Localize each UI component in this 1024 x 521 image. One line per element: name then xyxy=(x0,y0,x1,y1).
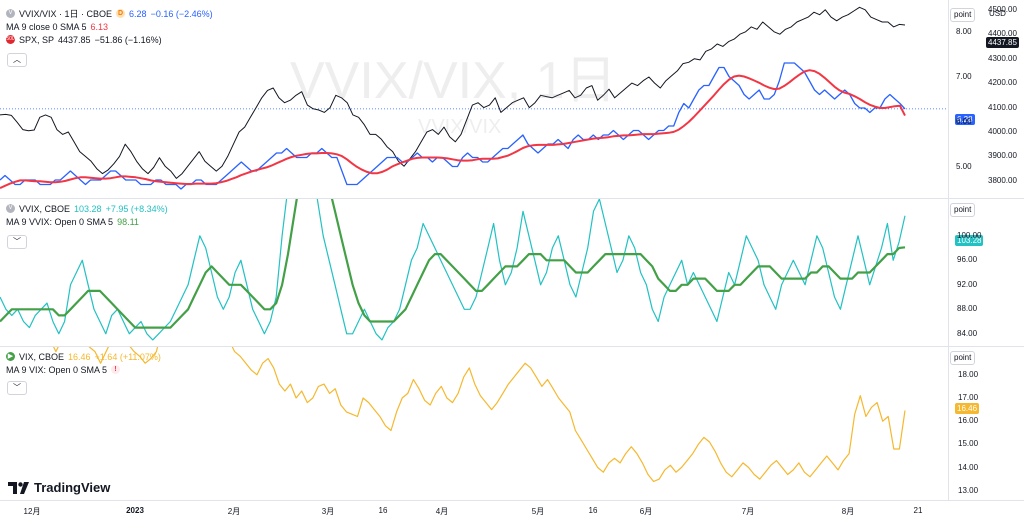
vix-ma-row[interactable]: MA 9 VIX: Open 0 SMA 5 ! xyxy=(6,363,161,376)
collapse-vix-legend-button[interactable]: ﹀ xyxy=(7,381,27,395)
main-series-title[interactable]: VVIX/VIX · 1日 · CBOE xyxy=(19,8,113,19)
vix-ma-label: MA 9 VIX: Open 0 SMA 5 xyxy=(6,364,108,375)
vix-tick-label: 16.00 xyxy=(958,416,979,426)
vvix-price-tag: 103.28 xyxy=(955,235,984,246)
watermark-sub: VVIX/VIX xyxy=(418,116,502,138)
spx-change: −51.86 (−1.16%) xyxy=(94,34,162,45)
alert-icon[interactable]: ! xyxy=(111,365,121,374)
series-line-ma-9-close-0-sma-5[interactable] xyxy=(0,69,906,190)
spx-row[interactable]: 500 SPX, SP 4437.85 −51.86 (−1.16%) xyxy=(6,33,213,46)
time-tick-label: 16 xyxy=(378,506,388,515)
vix-row[interactable]: ▶ VIX, CBOE 16.46 +1.64 (+11.07%) xyxy=(6,350,161,363)
spx-tick-label: 4100.00 xyxy=(988,102,1017,112)
pane-divider-1[interactable] xyxy=(0,198,1024,199)
time-tick-label: 7月 xyxy=(741,507,755,516)
tradingview-logo-icon xyxy=(8,481,29,494)
spx-tick-label: 4400.00 xyxy=(988,29,1017,39)
pane2-point-button[interactable]: point xyxy=(950,203,976,217)
ratio-tick-label: 6.00 xyxy=(956,116,972,126)
vvix-tick-label: 84.00 xyxy=(957,328,978,338)
vvix-symbol-icon: V xyxy=(6,204,15,213)
series-line-vvix-cboe[interactable] xyxy=(0,113,906,341)
currency-button[interactable]: USD xyxy=(989,9,1006,18)
ma-label: MA 9 close 0 SMA 5 xyxy=(6,21,87,32)
vix-tick-label: 13.00 xyxy=(958,485,979,495)
vix-value: 16.46 xyxy=(68,351,91,362)
vvix-change: +7.95 (+8.34%) xyxy=(105,203,168,214)
vvix-row[interactable]: V VVIX, CBOE 103.28 +7.95 (+8.34%) xyxy=(6,202,168,215)
vix-title[interactable]: VIX, CBOE xyxy=(19,351,65,362)
time-tick-label: 6月 xyxy=(639,507,653,516)
spx-tick-label: 4200.00 xyxy=(988,78,1017,88)
spx-tick-label: 3900.00 xyxy=(988,151,1017,161)
time-tick-label: 21 xyxy=(913,506,923,515)
watermark-main: VVIX/VIX, 1日 xyxy=(290,52,617,110)
main-series-value: 6.28 xyxy=(129,8,147,19)
pane1-point-button[interactable]: point xyxy=(950,8,976,22)
spx-label: SPX, SP xyxy=(19,34,55,45)
symbol-icon: V xyxy=(6,9,15,18)
spx-symbol-icon: 500 xyxy=(6,35,15,44)
time-tick-label: 4月 xyxy=(435,507,449,516)
spx-tick-label: 4500.00 xyxy=(988,4,1017,14)
time-tick-label: 5月 xyxy=(531,507,545,516)
collapse-legend-button[interactable]: ︿ xyxy=(7,53,27,67)
ratio-tick-label: 5.00 xyxy=(956,161,972,171)
series-line-vix-cboe[interactable] xyxy=(0,213,906,483)
vix-tick-label: 17.00 xyxy=(958,393,979,402)
vvix-tick-label: 96.00 xyxy=(957,255,978,265)
vvix-title[interactable]: VVIX, CBOE xyxy=(19,203,71,214)
time-tick-label: 12月 xyxy=(23,507,41,516)
vvix-ma-label: MA 9 VVIX: Open 0 SMA 5 xyxy=(6,216,114,227)
time-tick-label: 3月 xyxy=(321,507,335,516)
vix-tick-label: 15.00 xyxy=(958,439,979,449)
time-tick-label: 2023 xyxy=(126,506,144,515)
vvix-tick-label: 88.00 xyxy=(957,304,978,314)
ma-value: 6.13 xyxy=(90,21,109,32)
vvix-tick-label: 92.00 xyxy=(957,279,978,289)
time-tick-label: 2月 xyxy=(227,507,241,516)
delay-badge[interactable]: D xyxy=(116,9,126,18)
tradingview-logo[interactable]: TradingView xyxy=(8,480,110,495)
vvix-ma-value: 98.11 xyxy=(117,216,139,227)
ratio-tick-label: 8.00 xyxy=(956,26,972,36)
vix-price-tag: 16.46 xyxy=(955,403,980,414)
vix-tick-label: 18.00 xyxy=(958,369,979,379)
play-icon[interactable]: ▶ xyxy=(6,352,15,361)
spx-tick-label: 4300.00 xyxy=(988,53,1017,63)
vix-change: +1.64 (+11.07%) xyxy=(94,351,161,362)
spx-tick-label: 3800.00 xyxy=(988,175,1017,185)
time-tick-label: 16 xyxy=(588,506,598,515)
pane3-legend: ▶ VIX, CBOE 16.46 +1.64 (+11.07%) MA 9 V… xyxy=(6,350,161,376)
vvix-value: 103.28 xyxy=(74,203,102,214)
logo-text: TradingView xyxy=(34,480,111,495)
main-series-change: −0.16 (−2.46%) xyxy=(150,8,213,19)
series-line-spx-sp[interactable] xyxy=(0,6,906,179)
vvix-tick-label: 100.00 xyxy=(957,230,982,240)
ratio-tick-label: 7.00 xyxy=(956,71,972,81)
vvix-ma-row[interactable]: MA 9 VVIX: Open 0 SMA 5 98.11 xyxy=(6,215,168,228)
main-series-row[interactable]: V VVIX/VIX · 1日 · CBOE D 6.28 −0.16 (−2.… xyxy=(6,7,213,20)
spx-tick-label: 4000.00 xyxy=(988,127,1017,136)
price-scale-border xyxy=(948,0,949,500)
ma-row[interactable]: MA 9 close 0 SMA 5 6.13 xyxy=(6,20,213,33)
vix-tick-label: 14.00 xyxy=(958,462,979,472)
pane2-legend: V VVIX, CBOE 103.28 +7.95 (+8.34%) MA 9 … xyxy=(6,202,168,228)
ratio-price-tag: 6.28 xyxy=(955,114,975,125)
x-axis-border xyxy=(0,500,1024,501)
pane1-legend: V VVIX/VIX · 1日 · CBOE D 6.28 −0.16 (−2.… xyxy=(6,7,213,46)
spx-value: 4437.85 xyxy=(58,34,91,45)
pane3-point-button[interactable]: point xyxy=(950,351,976,365)
series-line-ma-9-vvix-open-0-sma-5[interactable] xyxy=(0,144,906,329)
collapse-vvix-legend-button[interactable]: ﹀ xyxy=(7,235,27,249)
pane-divider-2[interactable] xyxy=(0,346,1024,347)
spx-price-tag: 4437.85 xyxy=(986,37,1019,48)
time-tick-label: 8月 xyxy=(841,507,855,516)
series-line-vvix-vix[interactable] xyxy=(0,62,906,190)
